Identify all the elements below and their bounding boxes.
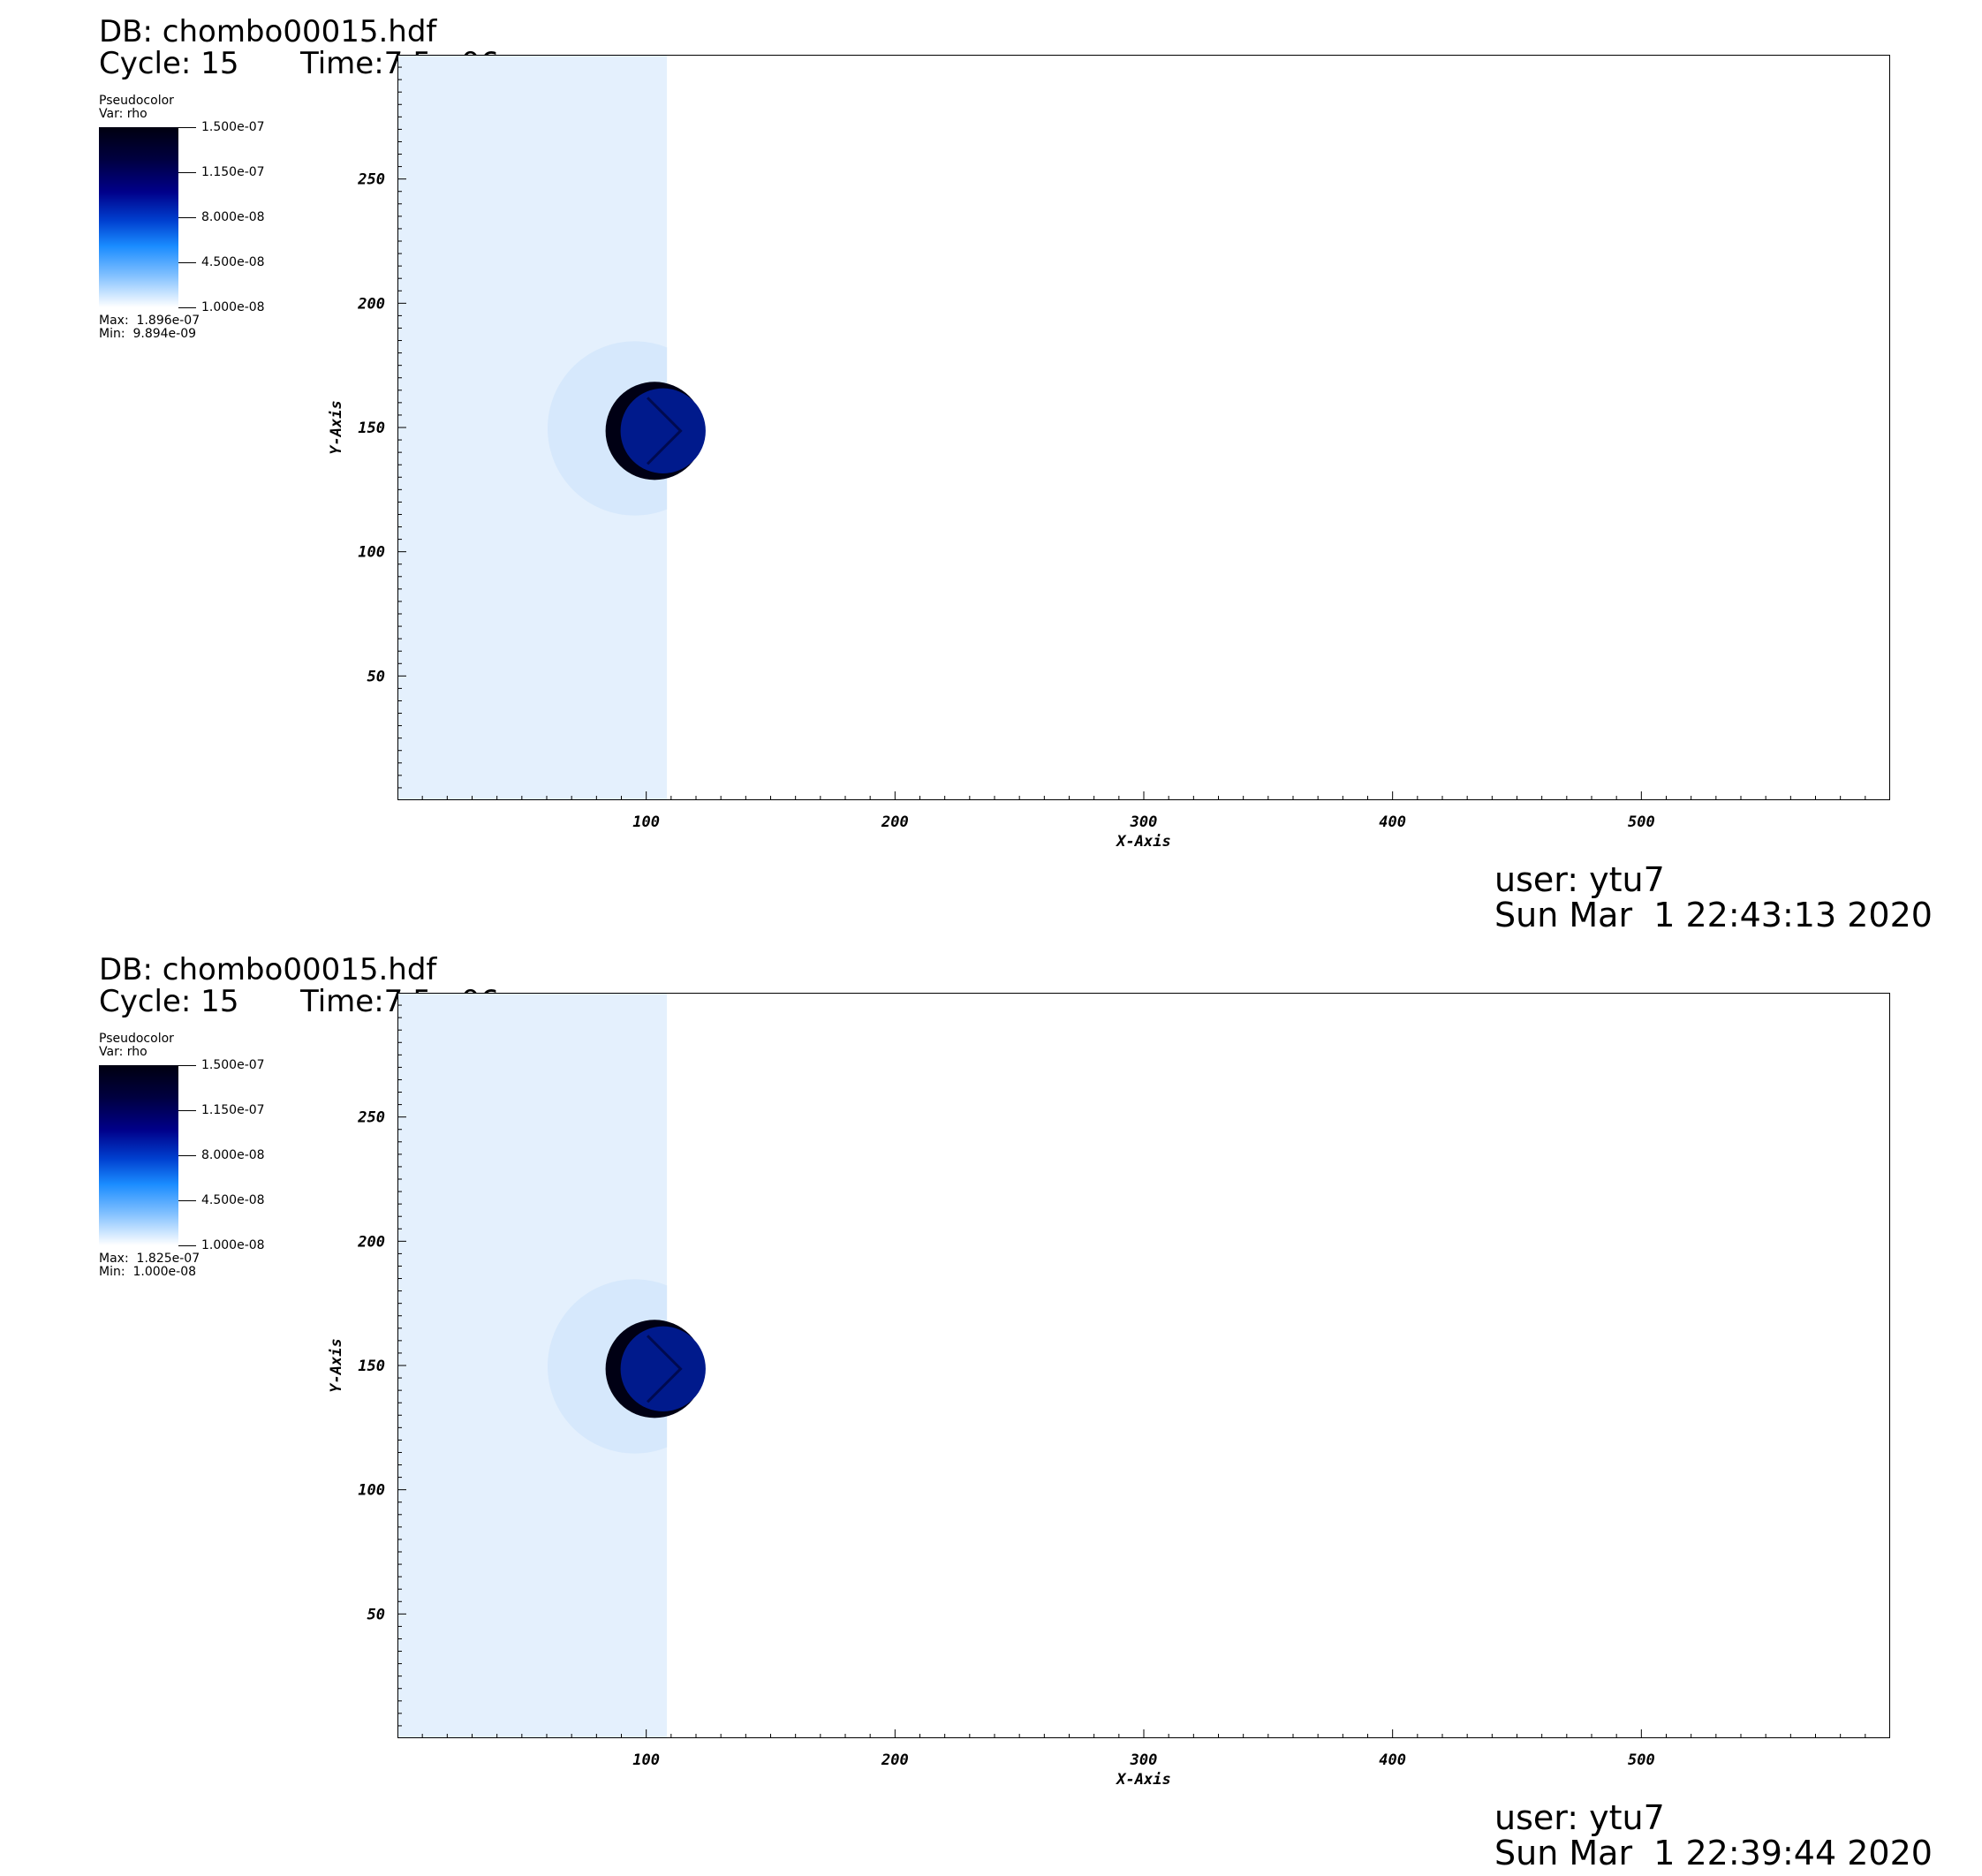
database-label: DB: chombo00015.hdf [99, 952, 437, 987]
density-field [398, 56, 1889, 799]
date-label: Sun Mar 1 22:43:13 2020 [1494, 896, 1933, 934]
colorbar-label: 1.000e-08 [201, 1238, 265, 1252]
colorbar-label: 1.500e-07 [201, 1058, 265, 1072]
colorbar [99, 127, 178, 307]
database-label: DB: chombo00015.hdf [99, 14, 437, 49]
legend-variable: Var: rho [99, 107, 148, 121]
legend-max: Max: 1.896e-07 [99, 314, 200, 328]
y-tick-label: 250 [357, 1109, 385, 1127]
y-tick-label: 50 [367, 1606, 385, 1623]
dense-blob [620, 388, 706, 473]
x-tick-label: 300 [1130, 813, 1158, 831]
x-tick-label: 200 [881, 813, 909, 831]
colorbar-tick [178, 307, 196, 308]
colorbar-label: 4.500e-08 [201, 1193, 265, 1207]
colorbar-tick [178, 172, 196, 173]
x-tick-label: 300 [1130, 1751, 1158, 1769]
y-tick-label: 200 [357, 1233, 385, 1251]
y-tick-label: 150 [358, 1358, 385, 1375]
cycle-label: Cycle: 15 [99, 46, 239, 81]
y-tick-label: 200 [357, 295, 385, 313]
legend-variable: Var: rho [99, 1045, 148, 1059]
colorbar-label: 1.150e-07 [201, 1103, 265, 1117]
plot-area [397, 993, 1890, 1738]
blob-internal-shock [647, 1335, 683, 1403]
y-tick-label: 250 [357, 171, 385, 189]
colorbar-tick [178, 1155, 196, 1156]
x-tick-label: 100 [632, 813, 660, 831]
x-axis-title: X-Axis [1115, 833, 1170, 851]
legend-max: Max: 1.825e-07 [99, 1252, 200, 1266]
ambient-region-right [667, 994, 1889, 1737]
colorbar-label: 1.500e-07 [201, 120, 265, 134]
colorbar-tick [178, 1200, 196, 1201]
colorbar-tick [178, 262, 196, 263]
y-tick-label: 50 [367, 668, 385, 685]
y-axis-title: Y-Axis [328, 1338, 345, 1392]
dense-blob [620, 1326, 706, 1411]
axes: 100 200 300 400 500 50 100 150 200 250 X-Axis Y-Axi… [328, 66, 1866, 851]
colorbar-tick [178, 1065, 196, 1066]
y-axis-title: Y-Axis [328, 400, 345, 454]
colorbar-label: 4.500e-08 [201, 255, 265, 269]
legend-plot-type: Pseudocolor [99, 1032, 174, 1046]
colorbar-tick [178, 1110, 196, 1111]
x-axis-title: X-Axis [1115, 1771, 1170, 1789]
plot-area [397, 55, 1890, 800]
axes: 100 200 300 400 500 50 100 150 200 250 X-Axis Y-Axi… [328, 1004, 1866, 1789]
date-label: Sun Mar 1 22:39:44 2020 [1494, 1834, 1933, 1872]
colorbar-label: 1.000e-08 [201, 300, 265, 314]
colorbar [99, 1065, 178, 1245]
colorbar-label: 1.150e-07 [201, 165, 265, 179]
y-tick-label: 100 [358, 1482, 385, 1500]
y-tick-label: 150 [358, 420, 385, 437]
legend-plot-type: Pseudocolor [99, 94, 174, 108]
y-tick-label: 100 [358, 544, 385, 562]
plot-panel-1: DB: chombo00015.hdf Cycle: 15 Time:7.5e-… [99, 14, 1933, 934]
user-label: user: ytu7 [1494, 1798, 1665, 1837]
blob-internal-shock [647, 397, 683, 465]
ambient-region-right [667, 56, 1889, 799]
plot-panel-2: DB: chombo00015.hdf Cycle: 15 Time:7.5e-… [0, 938, 1982, 1876]
cycle-label: Cycle: 15 [99, 984, 239, 1019]
x-tick-label: 100 [632, 1751, 660, 1769]
colorbar-label: 8.000e-08 [201, 1148, 265, 1162]
colorbar-tick [178, 127, 196, 128]
x-tick-label: 400 [1379, 813, 1406, 831]
colorbar-tick [178, 1245, 196, 1246]
x-tick-label: 500 [1628, 1751, 1655, 1769]
legend-min: Min: 9.894e-09 [99, 327, 197, 341]
user-label: user: ytu7 [1494, 860, 1665, 899]
density-field [398, 994, 1889, 1737]
x-tick-label: 200 [881, 1751, 909, 1769]
legend-min: Min: 1.000e-08 [99, 1265, 197, 1279]
colorbar-label: 8.000e-08 [201, 210, 265, 224]
x-tick-label: 500 [1628, 813, 1655, 831]
x-tick-label: 400 [1379, 1751, 1406, 1769]
colorbar-tick [178, 217, 196, 218]
